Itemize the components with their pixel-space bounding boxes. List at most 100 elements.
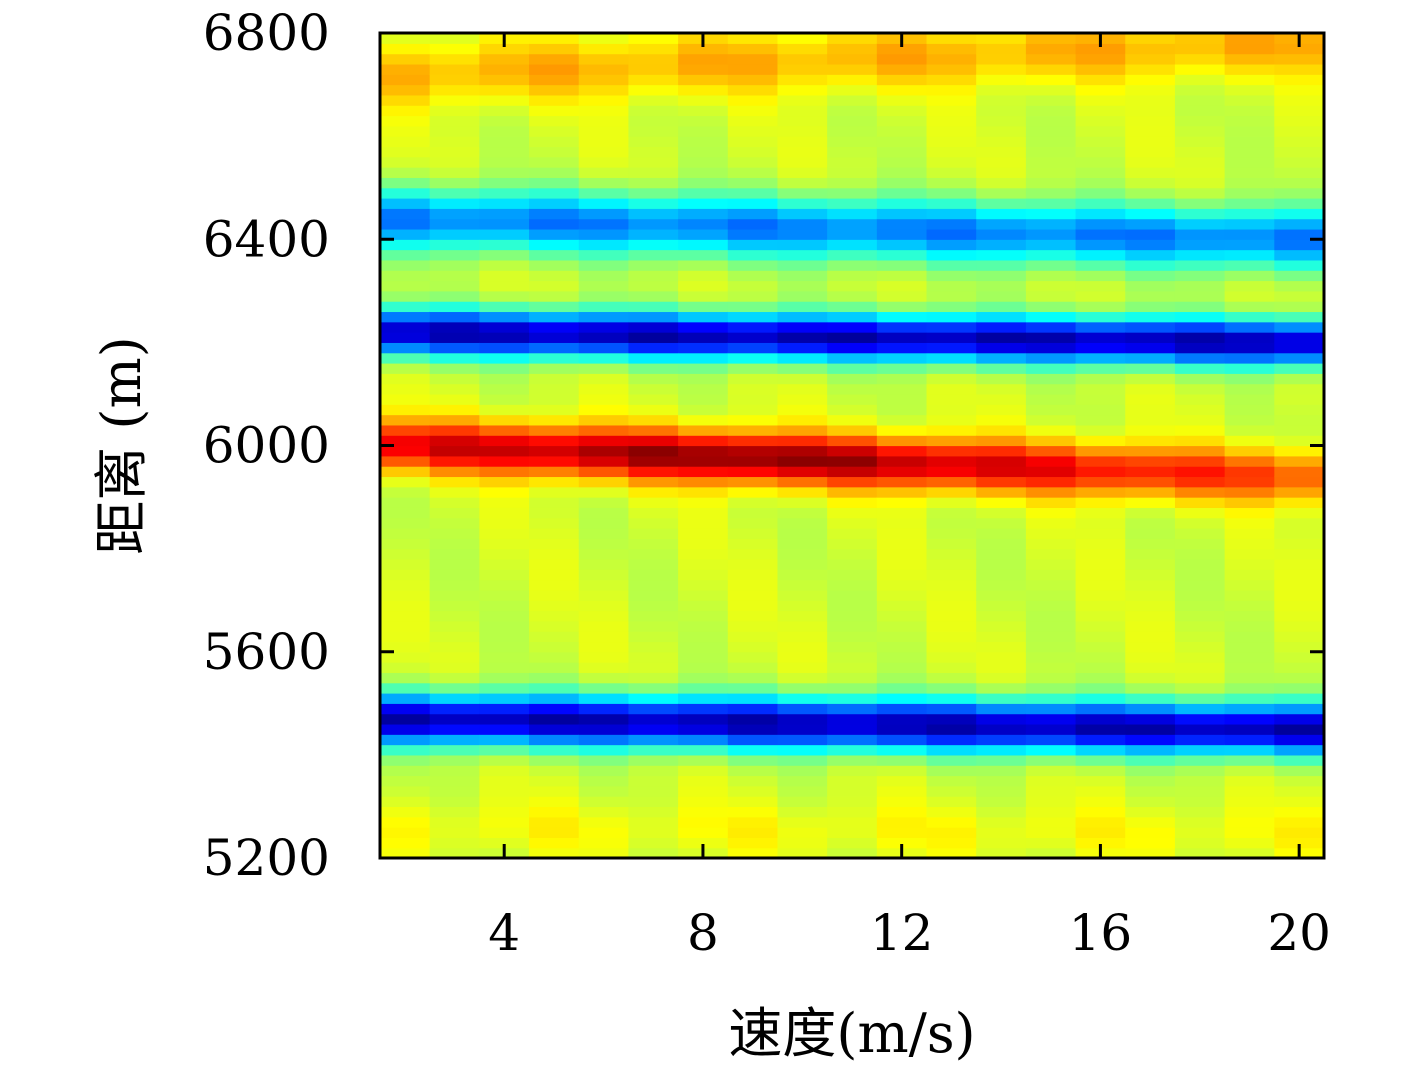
heatmap-cell [678, 713, 729, 725]
heatmap-cell [479, 373, 530, 385]
heatmap-cell [429, 280, 480, 292]
heatmap-cell [827, 682, 878, 694]
heatmap-cell [727, 198, 779, 209]
heatmap-cell [529, 765, 580, 777]
heatmap-cell [1274, 610, 1325, 622]
heatmap-cell [678, 693, 729, 704]
heatmap-cell [1125, 373, 1176, 385]
heatmap-cell [1025, 806, 1077, 818]
heatmap-cell [529, 693, 580, 704]
heatmap-cell [578, 290, 630, 302]
heatmap-cell [380, 476, 431, 488]
heatmap-cell [1174, 682, 1226, 694]
heatmap-cell [1025, 796, 1077, 808]
heatmap-cell [678, 538, 729, 550]
heatmap-cell [926, 146, 977, 158]
heatmap-cell [1224, 703, 1275, 715]
heatmap-cell [578, 332, 630, 343]
heatmap-cell [578, 497, 630, 508]
heatmap-cell [976, 435, 1027, 447]
heatmap-cell [1125, 528, 1176, 539]
heatmap-cell [976, 641, 1027, 653]
heatmap-cell [1174, 723, 1226, 735]
heatmap-cell [827, 290, 878, 302]
heatmap-cell [1075, 466, 1126, 478]
heatmap-cell [1174, 517, 1226, 529]
heatmap-cell [1174, 579, 1226, 591]
heatmap-cell [678, 177, 729, 189]
heatmap-cell [380, 332, 431, 343]
heatmap-cell [1025, 744, 1077, 756]
heatmap-cell [678, 404, 729, 416]
heatmap-cell [1025, 466, 1077, 478]
heatmap-cell [678, 517, 729, 529]
heatmap-cell [479, 352, 530, 364]
heatmap-cell [578, 404, 630, 416]
heatmap-cell [1174, 847, 1226, 859]
heatmap-cell [628, 84, 679, 96]
heatmap-cell [976, 816, 1027, 828]
heatmap-cell [1274, 105, 1325, 117]
heatmap-cell [578, 363, 630, 374]
heatmap-cell [1224, 600, 1275, 612]
heatmap-cell [429, 445, 480, 457]
heatmap-cell [727, 517, 779, 529]
heatmap-cell [678, 435, 729, 447]
heatmap-cell [380, 517, 431, 529]
heatmap-cell [1274, 569, 1325, 581]
heatmap-cell [1224, 486, 1275, 498]
heatmap-cell [976, 455, 1027, 467]
heatmap-cell [380, 84, 431, 96]
heatmap-cell [727, 600, 779, 612]
heatmap-cell [529, 486, 580, 498]
heatmap-cell [1125, 404, 1176, 416]
heatmap-cell [1224, 538, 1275, 550]
heatmap-cell [479, 311, 530, 323]
heatmap-cell [777, 249, 828, 261]
heatmap-cell [876, 466, 928, 478]
heatmap-cell [529, 734, 580, 746]
heatmap-cell [876, 558, 928, 570]
heatmap-cell [1025, 662, 1077, 673]
heatmap-cell [1125, 744, 1176, 756]
heatmap-cell [1075, 744, 1126, 756]
heatmap-cell [1025, 827, 1077, 838]
heatmap-cell [380, 569, 431, 581]
heatmap-cell [380, 136, 431, 148]
heatmap-cell [1075, 125, 1126, 137]
heatmap-cell [926, 827, 977, 838]
heatmap-cell [1025, 105, 1077, 117]
heatmap-cell [777, 528, 828, 539]
heatmap-cell [926, 847, 977, 859]
heatmap-cell [976, 569, 1027, 581]
heatmap-cell [1274, 94, 1325, 106]
heatmap-cell [976, 744, 1027, 756]
heatmap-cell [876, 528, 928, 539]
heatmap-cell [1075, 785, 1126, 797]
heatmap-cell [1174, 816, 1226, 828]
heatmap-cell [1125, 847, 1176, 859]
heatmap-cell [1174, 693, 1226, 704]
heatmap-cell [1274, 528, 1325, 539]
heatmap-cell [1125, 693, 1176, 704]
heatmap-cell [529, 796, 580, 808]
heatmap-cell [727, 249, 779, 261]
heatmap-cell [777, 723, 828, 735]
heatmap-cell [578, 53, 630, 65]
heatmap-cell [1174, 507, 1226, 519]
heatmap-cell [529, 497, 580, 508]
heatmap-cell [1025, 53, 1077, 65]
heatmap-cell [578, 311, 630, 323]
heatmap-cell [1224, 723, 1275, 735]
heatmap-cell [1274, 352, 1325, 364]
heatmap-cell [1274, 589, 1325, 601]
heatmap-cell [1174, 249, 1226, 261]
heatmap-cell [479, 610, 530, 622]
heatmap-cell [926, 115, 977, 127]
heatmap-cell [876, 290, 928, 302]
heatmap-cell [678, 569, 729, 581]
heatmap-cell [976, 167, 1027, 178]
heatmap-cell [827, 486, 878, 498]
heatmap-cell [926, 507, 977, 519]
heatmap-cell [380, 156, 431, 168]
